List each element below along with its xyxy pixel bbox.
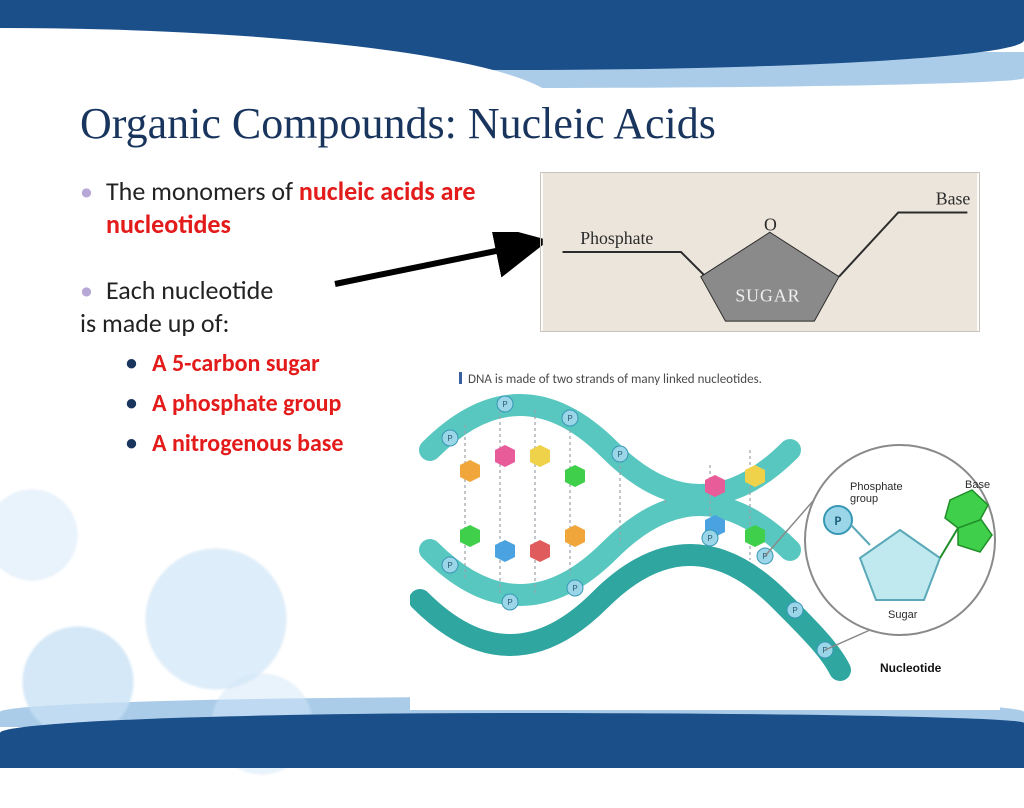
label-base-small: Base	[965, 479, 990, 491]
svg-text:P: P	[822, 646, 827, 655]
label-sugar: SUGAR	[735, 285, 800, 305]
label-O: O	[764, 214, 777, 234]
svg-text:P: P	[447, 434, 452, 443]
svg-text:P: P	[567, 414, 572, 423]
pointer-arrow-icon	[330, 232, 560, 292]
label-base: Base	[936, 189, 971, 209]
svg-text:P: P	[507, 598, 512, 607]
bullet-2-line1: Each nucleotide	[106, 274, 273, 306]
svg-text:P: P	[792, 606, 797, 615]
label-sugar-small: Sugar	[888, 609, 918, 621]
nucleotide-schematic-diagram: Phosphate Base O SUGAR	[540, 172, 980, 332]
svg-text:P: P	[617, 450, 622, 459]
label-P: P	[835, 514, 842, 529]
label-nucleotide: Nucleotide	[880, 661, 942, 675]
bullet-2-line2: is made up of:	[80, 307, 230, 339]
svg-text:P: P	[447, 561, 452, 570]
bullet-1: The monomers of nucleic acids are nucleo…	[80, 175, 510, 240]
svg-text:P: P	[502, 400, 507, 409]
page-title: Organic Compounds: Nucleic Acids	[80, 98, 716, 149]
bullet-1-plain: The monomers of	[106, 175, 299, 207]
dna-caption: DNA is made of two strands of many linke…	[468, 372, 762, 387]
bottom-wave-band	[0, 713, 1024, 768]
svg-text:P: P	[572, 584, 577, 593]
dna-helix-diagram: DNA is made of two strands of many linke…	[410, 370, 1000, 710]
label-phosphate: Phosphate	[580, 228, 653, 248]
svg-text:P: P	[707, 534, 712, 543]
